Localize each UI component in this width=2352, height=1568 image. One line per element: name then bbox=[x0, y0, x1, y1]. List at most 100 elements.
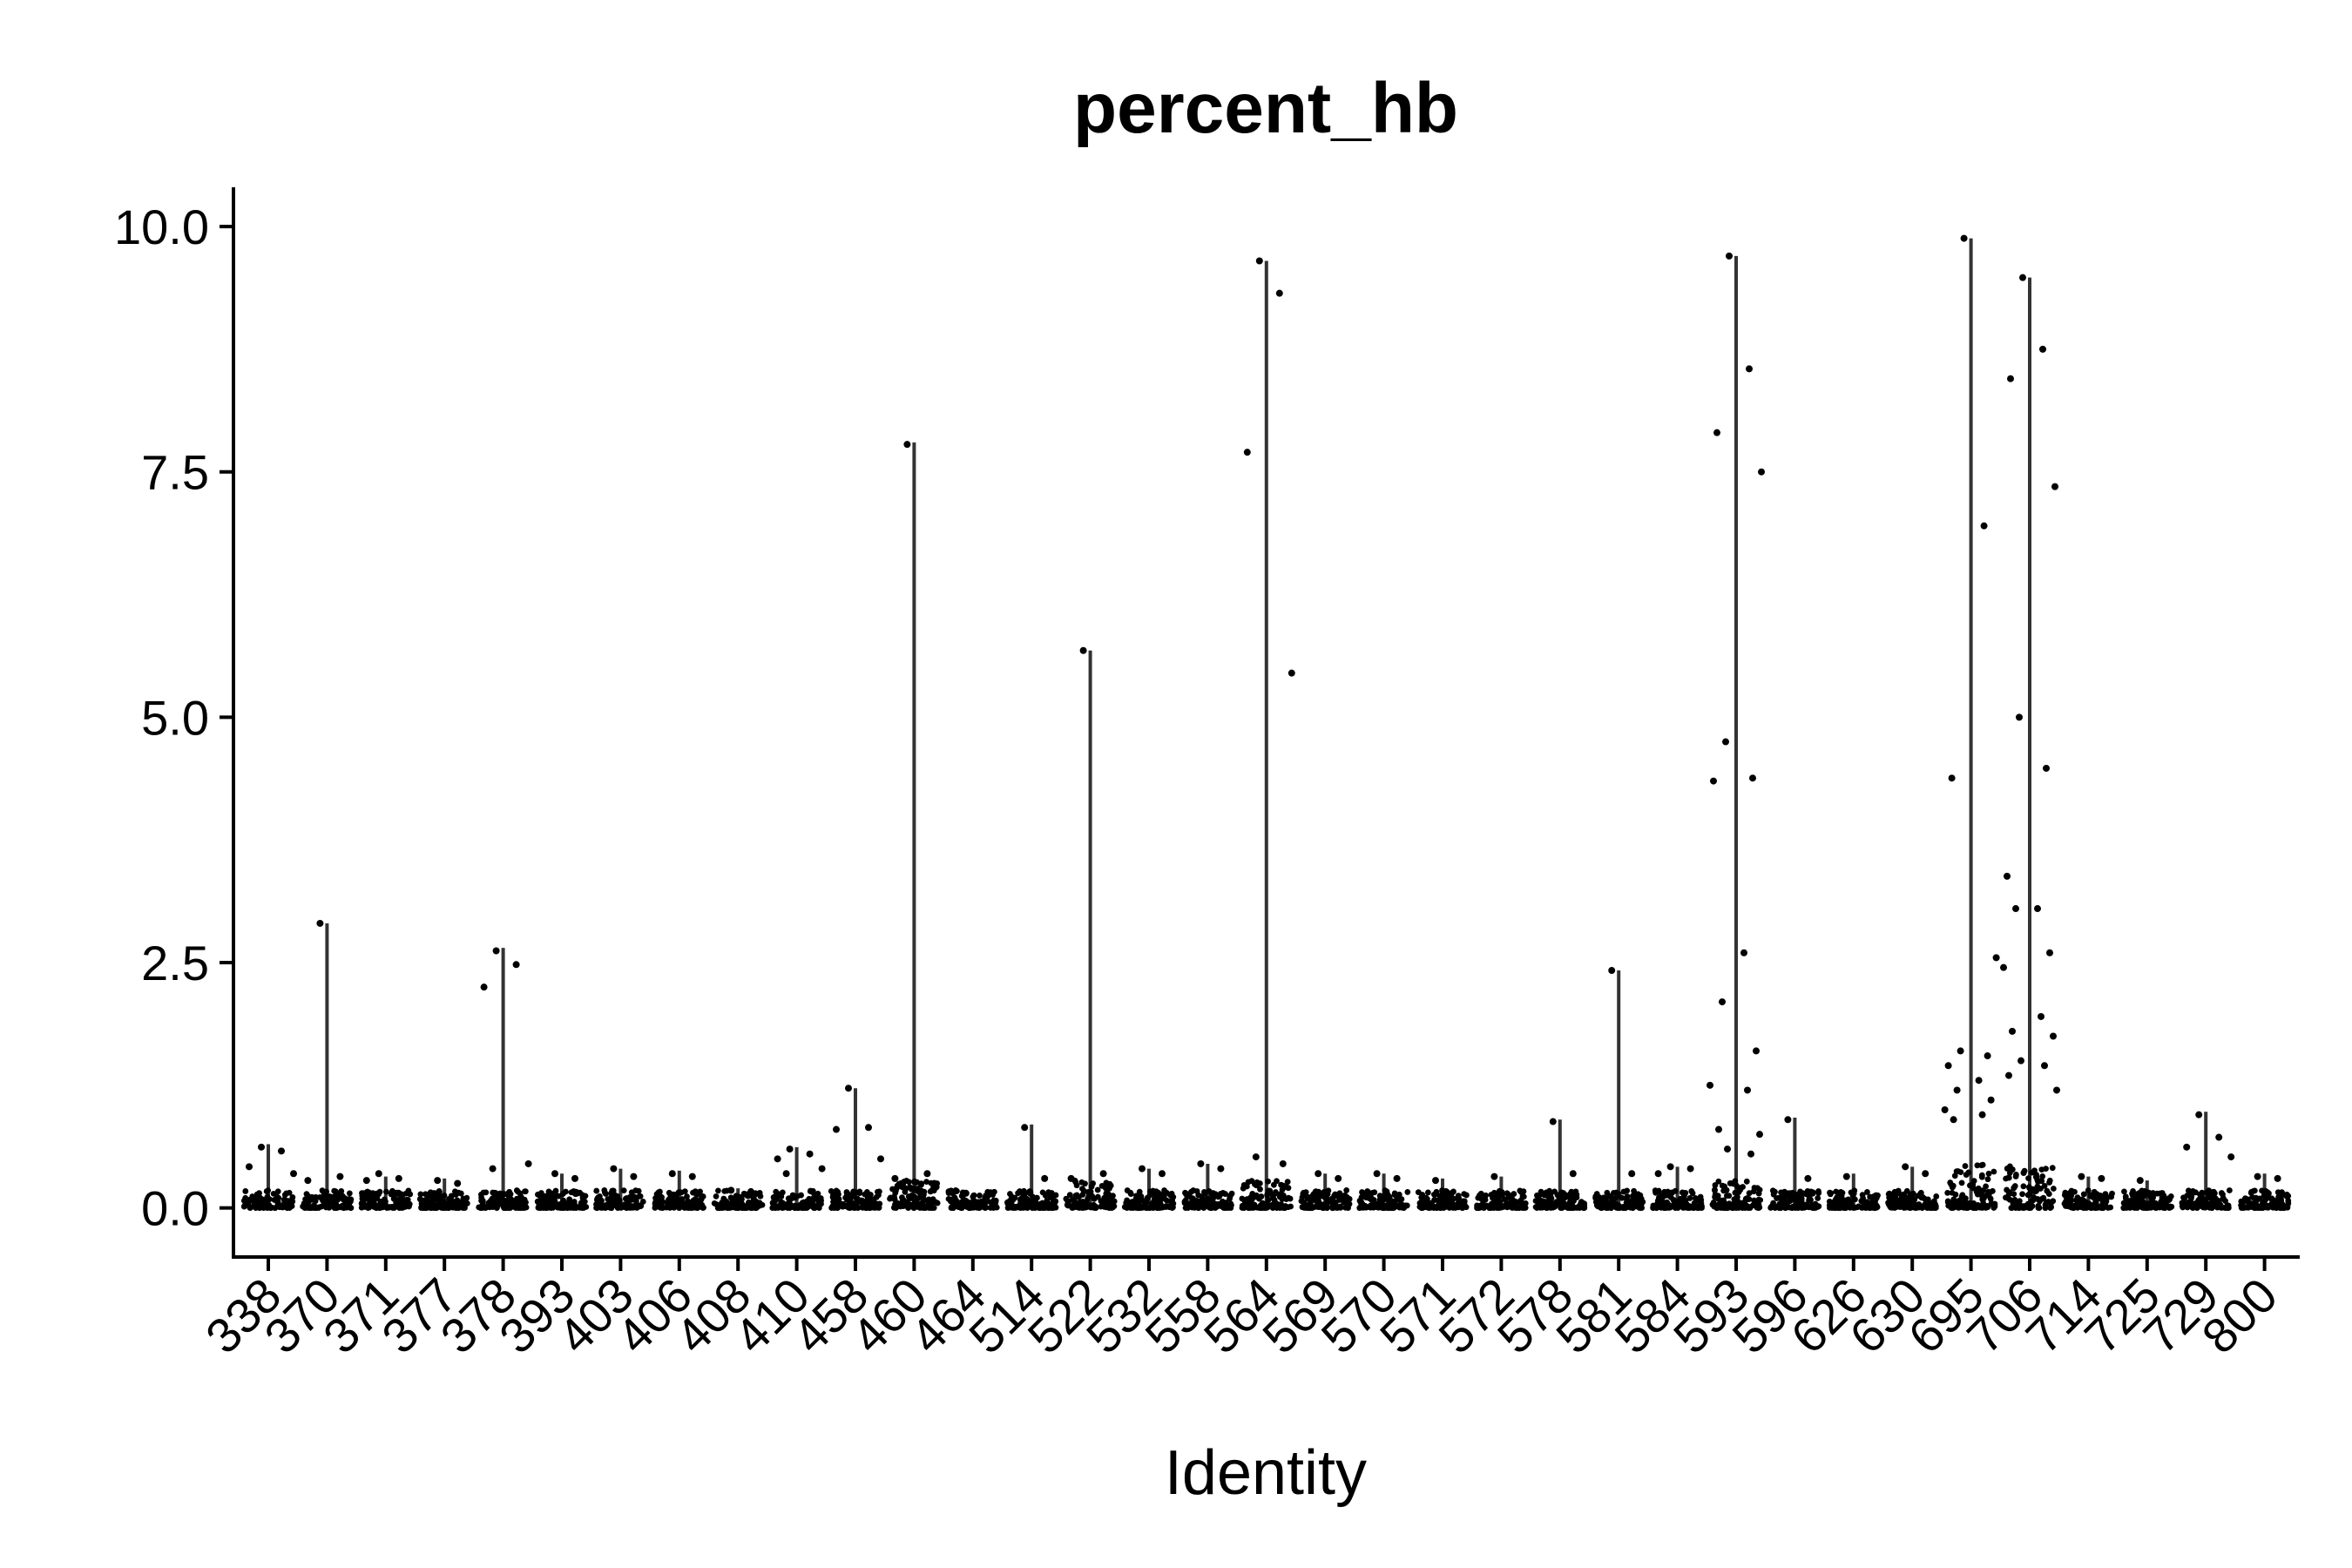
data-point bbox=[1217, 1190, 1224, 1197]
data-point bbox=[1870, 1205, 1876, 1211]
outlier-point bbox=[1255, 257, 1263, 265]
data-point bbox=[2259, 1187, 2265, 1194]
data-point bbox=[1007, 1191, 1013, 1197]
data-point bbox=[1621, 1205, 1628, 1212]
data-point bbox=[2012, 1173, 2019, 1179]
data-point bbox=[1757, 1197, 1764, 1204]
outlier-point bbox=[1288, 669, 1295, 677]
data-point bbox=[393, 1196, 400, 1203]
data-point bbox=[1652, 1187, 1659, 1194]
data-point bbox=[676, 1204, 682, 1211]
data-point bbox=[1970, 1181, 1977, 1188]
data-point bbox=[1346, 1196, 1353, 1202]
data-point bbox=[1138, 1193, 1145, 1200]
data-point bbox=[2038, 1178, 2045, 1185]
data-point bbox=[849, 1193, 856, 1200]
outlier-point bbox=[2007, 375, 2014, 382]
data-point bbox=[2040, 1194, 2047, 1201]
data-point bbox=[1776, 1205, 1783, 1212]
data-point bbox=[1028, 1198, 1035, 1205]
data-point bbox=[2283, 1203, 2290, 1210]
data-point bbox=[1479, 1193, 1486, 1200]
violin-group-532 bbox=[1121, 1165, 1177, 1212]
data-point bbox=[1284, 1179, 1291, 1186]
data-point bbox=[954, 1187, 960, 1194]
data-point bbox=[1836, 1192, 1843, 1199]
data-point bbox=[1124, 1187, 1131, 1193]
data-point bbox=[2206, 1194, 2213, 1201]
data-point bbox=[2033, 1187, 2039, 1194]
data-point bbox=[1263, 1200, 1270, 1206]
data-point bbox=[425, 1204, 432, 1211]
data-point bbox=[602, 1191, 609, 1197]
data-point bbox=[242, 1188, 249, 1194]
data-point bbox=[1592, 1199, 1599, 1206]
data-point bbox=[945, 1195, 952, 1202]
data-point bbox=[1774, 1195, 1780, 1202]
data-point bbox=[1206, 1204, 1213, 1211]
data-point bbox=[1035, 1201, 1042, 1208]
outlier-point bbox=[2078, 1173, 2085, 1180]
data-point bbox=[580, 1203, 587, 1210]
data-point bbox=[1674, 1203, 1681, 1210]
violin-group-706 bbox=[2000, 274, 2060, 1212]
outlier-point bbox=[1992, 954, 2000, 962]
data-point bbox=[510, 1203, 517, 1210]
outlier-point bbox=[1756, 1131, 1763, 1139]
data-point bbox=[742, 1191, 749, 1198]
data-point bbox=[1905, 1194, 1912, 1201]
outlier-point bbox=[434, 1177, 442, 1185]
data-point bbox=[991, 1188, 997, 1195]
data-point bbox=[379, 1203, 385, 1209]
data-point bbox=[739, 1196, 745, 1202]
data-point bbox=[1111, 1198, 1118, 1205]
data-point bbox=[2050, 1186, 2057, 1192]
data-point bbox=[1090, 1180, 1097, 1186]
data-point bbox=[242, 1194, 249, 1201]
data-point bbox=[896, 1180, 902, 1187]
outlier-point bbox=[1960, 234, 1968, 242]
data-point bbox=[550, 1196, 557, 1203]
data-point bbox=[2139, 1199, 2146, 1206]
data-point bbox=[1955, 1168, 1962, 1174]
data-point bbox=[1308, 1205, 1315, 1212]
data-point bbox=[2035, 1205, 2042, 1212]
data-point bbox=[267, 1196, 273, 1202]
data-point bbox=[1082, 1180, 1088, 1187]
data-point bbox=[2062, 1200, 2069, 1207]
data-point bbox=[566, 1196, 573, 1203]
data-point bbox=[522, 1188, 528, 1195]
violin-group-371 bbox=[358, 1170, 414, 1212]
data-point bbox=[1699, 1205, 1705, 1212]
outlier-point bbox=[1719, 998, 1726, 1006]
data-point bbox=[1973, 1188, 1980, 1195]
data-point bbox=[721, 1196, 727, 1203]
data-point bbox=[1183, 1204, 1190, 1211]
data-point bbox=[476, 1204, 483, 1211]
data-point bbox=[2109, 1190, 2115, 1197]
outlier-point bbox=[1335, 1174, 1342, 1182]
outlier-point bbox=[395, 1174, 402, 1182]
data-point bbox=[2029, 1203, 2036, 1209]
data-point bbox=[834, 1201, 841, 1208]
data-point bbox=[310, 1205, 317, 1212]
data-point bbox=[1064, 1202, 1071, 1209]
outlier-point bbox=[2053, 1086, 2060, 1094]
outlier-point bbox=[1252, 1153, 1260, 1161]
data-point bbox=[1272, 1189, 1279, 1195]
data-point bbox=[477, 1191, 484, 1198]
data-point bbox=[757, 1193, 764, 1200]
outlier-point bbox=[2254, 1173, 2261, 1180]
data-point bbox=[1280, 1182, 1287, 1189]
data-point bbox=[1152, 1198, 1159, 1204]
data-point bbox=[744, 1202, 751, 1209]
data-point bbox=[1448, 1192, 1455, 1199]
data-point bbox=[1712, 1186, 1718, 1193]
data-point bbox=[1135, 1204, 1142, 1211]
data-point bbox=[1781, 1200, 1788, 1206]
data-point bbox=[2019, 1191, 2025, 1198]
outlier-point bbox=[1067, 1174, 1075, 1182]
data-point bbox=[1620, 1188, 1627, 1195]
data-point bbox=[835, 1188, 841, 1195]
data-point bbox=[571, 1188, 578, 1194]
